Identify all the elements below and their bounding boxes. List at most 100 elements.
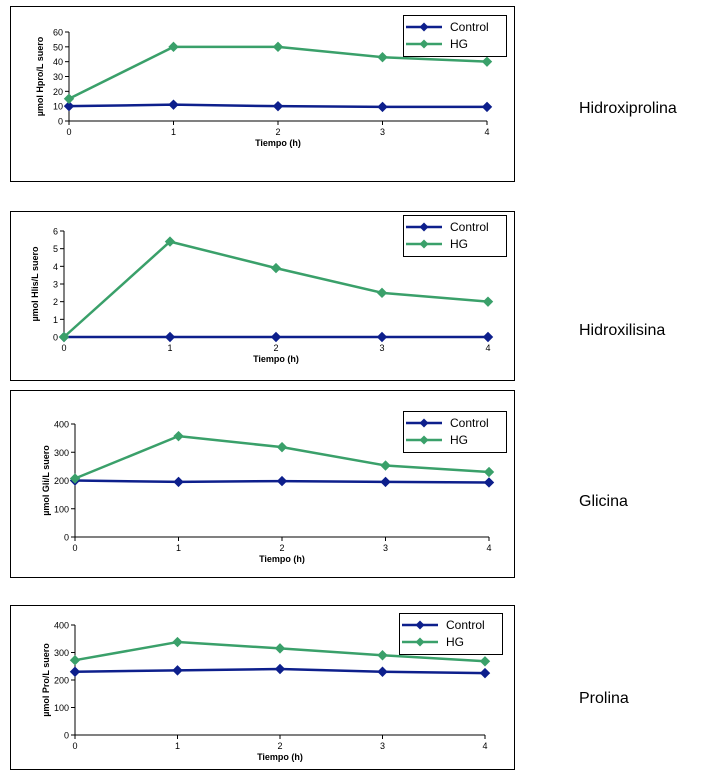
x-tick-label: 1 <box>167 343 172 353</box>
x-tick-label: 1 <box>171 127 176 137</box>
y-axis-title: µmol Gli/L suero <box>41 445 51 516</box>
data-point <box>63 93 75 104</box>
legend-label: Control <box>446 618 485 632</box>
y-tick-label: 2 <box>53 297 58 307</box>
x-tick-label: 2 <box>277 741 282 751</box>
data-point <box>479 667 491 679</box>
legend-item: HG <box>404 236 506 252</box>
chart-legend: Control HG <box>403 15 507 57</box>
data-point <box>63 100 75 112</box>
legend-item: Control <box>404 19 506 35</box>
legend-item: HG <box>404 36 506 52</box>
chart-legend: Control HG <box>403 411 507 453</box>
data-point <box>58 331 70 343</box>
chart-panel: 0 100 200 300 400 0 1 2 3 4 Tiempo (h) µmol Gli/L s… <box>10 390 515 578</box>
chart-side-label: Prolina <box>579 690 629 707</box>
data-point <box>481 56 493 67</box>
data-point <box>272 41 284 53</box>
legend-item: Control <box>404 415 506 431</box>
x-tick-label: 4 <box>486 543 491 553</box>
data-point <box>173 476 184 488</box>
legend-item: HG <box>400 634 502 650</box>
legend-swatch <box>402 620 438 630</box>
data-point <box>172 665 183 676</box>
chart-panel: 0 100 200 300 400 0 1 2 3 4 Tiempo (h) µmol Pro/L s… <box>10 605 515 770</box>
y-axis-title: µmol Hpro/L suero <box>35 36 45 116</box>
x-tick-label: 4 <box>484 127 489 137</box>
y-tick-label: 4 <box>53 262 58 272</box>
y-tick-label: 200 <box>54 676 69 686</box>
x-tick-label: 2 <box>273 343 278 353</box>
x-tick-label: 3 <box>380 741 385 751</box>
x-axis-title: Tiempo (h) <box>259 554 305 564</box>
legend-swatch <box>402 637 438 647</box>
chart-side-label: Glicina <box>579 493 628 510</box>
x-tick-label: 0 <box>72 543 77 553</box>
y-tick-label: 50 <box>53 42 63 52</box>
y-tick-label: 0 <box>64 731 69 741</box>
data-point <box>376 331 388 343</box>
y-tick-label: 30 <box>53 72 63 82</box>
data-point <box>276 475 288 487</box>
data-point <box>69 666 81 677</box>
legend-swatch <box>406 418 442 428</box>
y-tick-label: 20 <box>53 87 63 97</box>
data-point <box>270 331 282 343</box>
x-tick-label: 1 <box>175 741 180 751</box>
data-point <box>274 643 286 654</box>
legend-label: HG <box>450 237 468 251</box>
chart-side-label: Hidroxiprolina <box>579 100 677 117</box>
y-axis-title: µmol Hlis/L suero <box>30 246 40 322</box>
y-tick-label: 1 <box>53 315 58 325</box>
chart-svg: 0 100 200 300 400 0 1 2 3 4 Tiempo (h) µmol Gli/L s… <box>41 420 495 564</box>
y-tick-label: 0 <box>53 333 58 343</box>
data-point <box>168 41 179 53</box>
legend-label: Control <box>450 20 489 34</box>
data-point <box>377 101 388 113</box>
chart-legend: Control HG <box>399 613 503 655</box>
chart-side-label: Hidroxilisina <box>579 322 666 339</box>
x-tick-label: 2 <box>275 127 280 137</box>
legend-swatch <box>406 239 442 249</box>
data-point <box>481 101 493 113</box>
data-point <box>168 99 179 110</box>
y-tick-label: 100 <box>54 703 69 713</box>
data-point <box>164 236 176 247</box>
legend-label: Control <box>450 220 489 234</box>
legend-item: Control <box>400 617 502 633</box>
data-point <box>69 473 81 484</box>
x-tick-label: 2 <box>279 543 284 553</box>
data-point <box>482 331 494 343</box>
y-tick-label: 100 <box>54 504 69 514</box>
y-tick-label: 200 <box>54 476 69 486</box>
y-tick-label: 300 <box>54 448 69 458</box>
y-tick-label: 5 <box>53 244 58 254</box>
x-axis-title: Tiempo (h) <box>257 752 303 762</box>
data-point <box>272 100 284 112</box>
data-point <box>380 476 391 488</box>
legend-label: Control <box>450 416 489 430</box>
y-tick-label: 3 <box>53 280 58 290</box>
data-point <box>380 460 391 471</box>
data-point <box>377 52 388 63</box>
y-axis-title: µmol Pro/L suero <box>41 643 51 717</box>
chart-panel: 0 10 20 30 40 50 60 0 1 2 3 4 Tiempo (h) µmol Hpro/L … <box>10 6 515 182</box>
y-tick-label: 10 <box>53 102 63 112</box>
data-point <box>173 430 184 442</box>
x-tick-label: 0 <box>61 343 66 353</box>
y-tick-label: 300 <box>54 648 69 658</box>
data-point <box>172 636 183 648</box>
x-axis-title: Tiempo (h) <box>253 354 299 364</box>
legend-swatch <box>406 222 442 232</box>
x-tick-label: 0 <box>66 127 71 137</box>
data-point <box>69 654 81 666</box>
y-tick-label: 0 <box>64 533 69 543</box>
y-tick-label: 400 <box>54 621 69 631</box>
data-point <box>377 650 388 661</box>
x-tick-label: 3 <box>383 543 388 553</box>
legend-swatch <box>406 435 442 445</box>
legend-item: HG <box>404 432 506 448</box>
y-tick-label: 6 <box>53 227 58 237</box>
data-point <box>483 477 495 488</box>
legend-swatch <box>406 22 442 32</box>
